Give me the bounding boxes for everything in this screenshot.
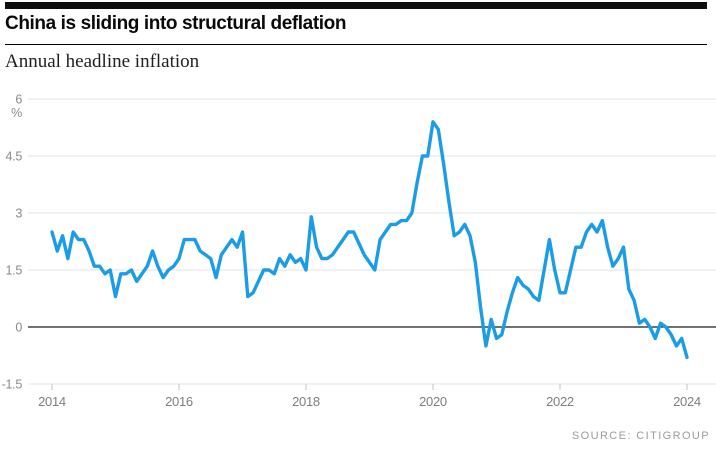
- title-divider: [5, 44, 707, 45]
- y-axis-tick-label: -1.5: [2, 378, 23, 392]
- x-axis-tick-label: 2016: [165, 394, 193, 409]
- y-axis-unit-label: %: [11, 106, 22, 120]
- y-axis-tick-label: 1.5: [6, 264, 23, 278]
- page-title: China is sliding into structural deflati…: [5, 13, 347, 34]
- y-axis-tick-label: 3: [15, 207, 22, 221]
- x-axis-tick-label: 2020: [419, 394, 447, 409]
- y-axis-tick-label: 0: [15, 321, 22, 335]
- x-axis-tick-label: 2024: [673, 394, 701, 409]
- y-axis-tick-label: 4.5: [6, 150, 23, 164]
- y-axis-tick-label: 6: [15, 93, 22, 107]
- source-credit: SOURCE: CITIGROUP: [571, 430, 710, 442]
- x-axis-tick-label: 2018: [292, 394, 320, 409]
- x-axis-tick-label: 2022: [546, 394, 574, 409]
- inflation-line: [50, 120, 689, 360]
- x-axis-tick-label: 2014: [38, 394, 66, 409]
- header-accent-bar: [5, 2, 707, 9]
- chart-subtitle: Annual headline inflation: [5, 51, 200, 72]
